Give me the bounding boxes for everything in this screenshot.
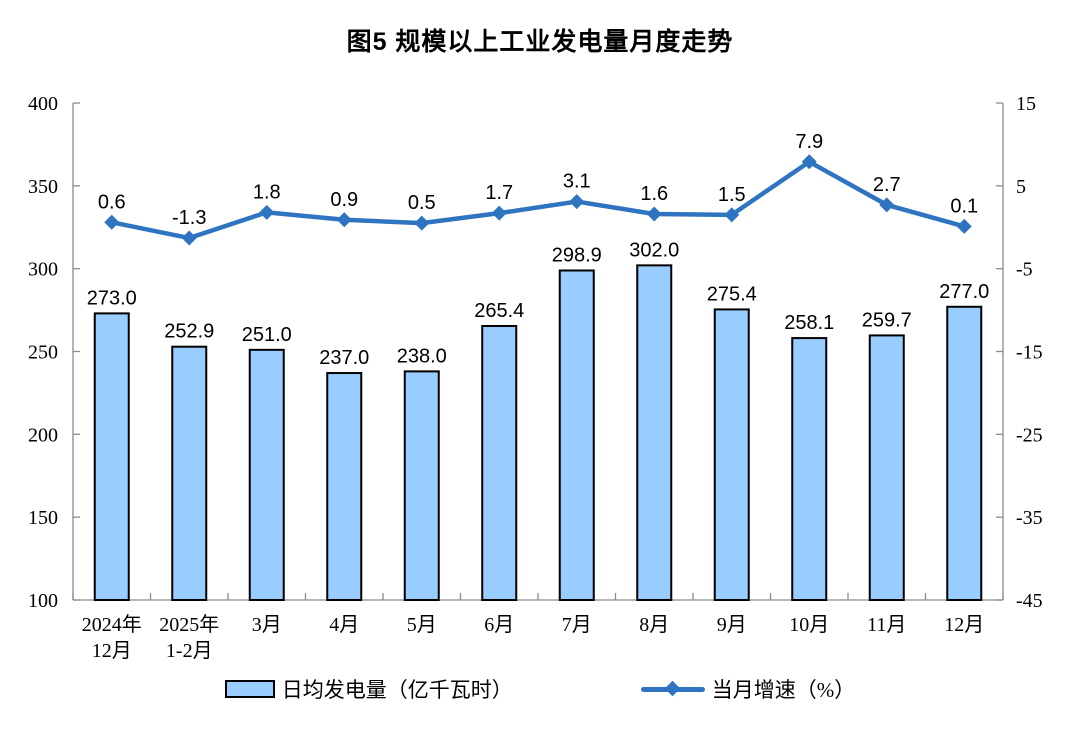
- bar-value-label: 252.9: [164, 321, 214, 343]
- line-marker: [104, 214, 120, 230]
- line-marker: [879, 197, 895, 213]
- x-tick-label: 6月: [484, 614, 514, 636]
- chart-legend: 日均发电量（亿千瓦时） 当月增速（%）: [0, 674, 1080, 704]
- legend-label-line-series: 当月增速（%）: [711, 678, 856, 702]
- bar-value-label: 259.7: [862, 309, 912, 331]
- line-value-label: -1.3: [172, 207, 206, 229]
- line-swatch-diamond: [664, 680, 681, 697]
- line-value-label: 2.7: [873, 174, 901, 196]
- bar: [326, 372, 363, 601]
- legend-item-bar-series: 日均发电量（亿千瓦时）: [224, 674, 513, 704]
- left-axis-tick-label: 100: [28, 590, 58, 612]
- bar: [636, 264, 673, 601]
- x-tick-label: 12月: [944, 614, 984, 636]
- line-value-label: 0.5: [408, 192, 436, 214]
- line-value-label: 7.9: [795, 131, 823, 153]
- line-marker: [259, 204, 275, 220]
- bar: [558, 269, 595, 601]
- bar: [171, 345, 208, 602]
- line-value-label: 0.1: [950, 195, 978, 217]
- line-value-label: 0.6: [98, 191, 126, 213]
- bar-value-label: 265.4: [474, 300, 524, 322]
- x-tick-label: 3月: [252, 614, 282, 636]
- bar: [93, 312, 130, 601]
- line-marker: [181, 230, 197, 246]
- x-tick-label: 5月: [407, 614, 437, 636]
- x-tick-label: 11月: [867, 614, 906, 636]
- bar: [791, 337, 828, 601]
- line-value-label: 1.7: [485, 182, 513, 204]
- bar: [403, 370, 440, 601]
- bar-value-label: 275.4: [707, 283, 757, 305]
- bar: [868, 334, 905, 601]
- right-axis-tick-label: -5: [1016, 259, 1033, 281]
- bar: [713, 308, 750, 601]
- bar-value-label: 251.0: [242, 324, 292, 346]
- line-value-label: 1.5: [718, 184, 746, 206]
- bar-value-label: 273.0: [87, 287, 137, 309]
- right-axis-tick-label: -15: [1016, 342, 1043, 364]
- left-axis-tick-label: 200: [28, 424, 58, 446]
- line-marker: [414, 215, 430, 231]
- line-value-label: 3.1: [563, 171, 591, 193]
- left-axis-tick-label: 250: [28, 342, 58, 364]
- line-marker: [646, 206, 662, 222]
- line-marker: [956, 218, 972, 234]
- x-tick-label: 4月: [329, 614, 359, 636]
- bar-series-swatch-icon: [224, 680, 275, 698]
- left-axis-tick-label: 150: [28, 507, 58, 529]
- bar-value-label: 258.1: [784, 312, 834, 334]
- bar-value-label: 302.0: [629, 239, 679, 261]
- x-tick-label: 8月: [639, 614, 669, 636]
- bar: [248, 348, 285, 601]
- legend-label-bar-series: 日均发电量（亿千瓦时）: [281, 678, 513, 702]
- line-marker: [336, 212, 352, 228]
- left-axis-tick-label: 400: [28, 93, 58, 115]
- left-axis-tick-label: 350: [28, 176, 58, 198]
- bar-value-label: 277.0: [939, 281, 989, 303]
- x-tick-label: 9月: [717, 614, 747, 636]
- x-tick-label: 10月: [789, 614, 829, 636]
- x-tick-label: 1-2月: [166, 640, 213, 662]
- line-value-label: 1.8: [253, 181, 281, 203]
- line-marker: [491, 205, 507, 221]
- line-marker: [724, 207, 740, 223]
- bar-value-label: 237.0: [319, 347, 369, 369]
- x-tick-label: 7月: [562, 614, 592, 636]
- right-axis-tick-label: 5: [1016, 176, 1026, 198]
- legend-item-line-series: 当月增速（%）: [640, 674, 856, 704]
- right-axis-tick-label: 15: [1016, 93, 1036, 115]
- left-axis-tick-label: 300: [28, 259, 58, 281]
- chart-title: 图5 规模以上工业发电量月度走势: [346, 28, 734, 56]
- bar-value-label: 238.0: [397, 345, 447, 367]
- x-tick-label: 12月: [92, 640, 132, 662]
- line-marker: [801, 154, 817, 170]
- right-axis-tick-label: -35: [1016, 507, 1043, 529]
- line-value-label: 0.9: [330, 189, 358, 211]
- growth-rate-line: [109, 159, 967, 241]
- line-value-label: 1.6: [640, 183, 668, 205]
- bar-value-label: 298.9: [552, 244, 602, 266]
- x-tick-label: 2025年: [159, 613, 219, 636]
- bar: [481, 324, 518, 601]
- right-axis-tick-label: -25: [1016, 424, 1043, 446]
- line-marker: [569, 194, 585, 210]
- line-series-swatch-icon: [640, 680, 705, 697]
- bar: [946, 305, 983, 601]
- x-tick-label: 2024年: [82, 613, 142, 636]
- right-axis-tick-label: -45: [1016, 590, 1043, 612]
